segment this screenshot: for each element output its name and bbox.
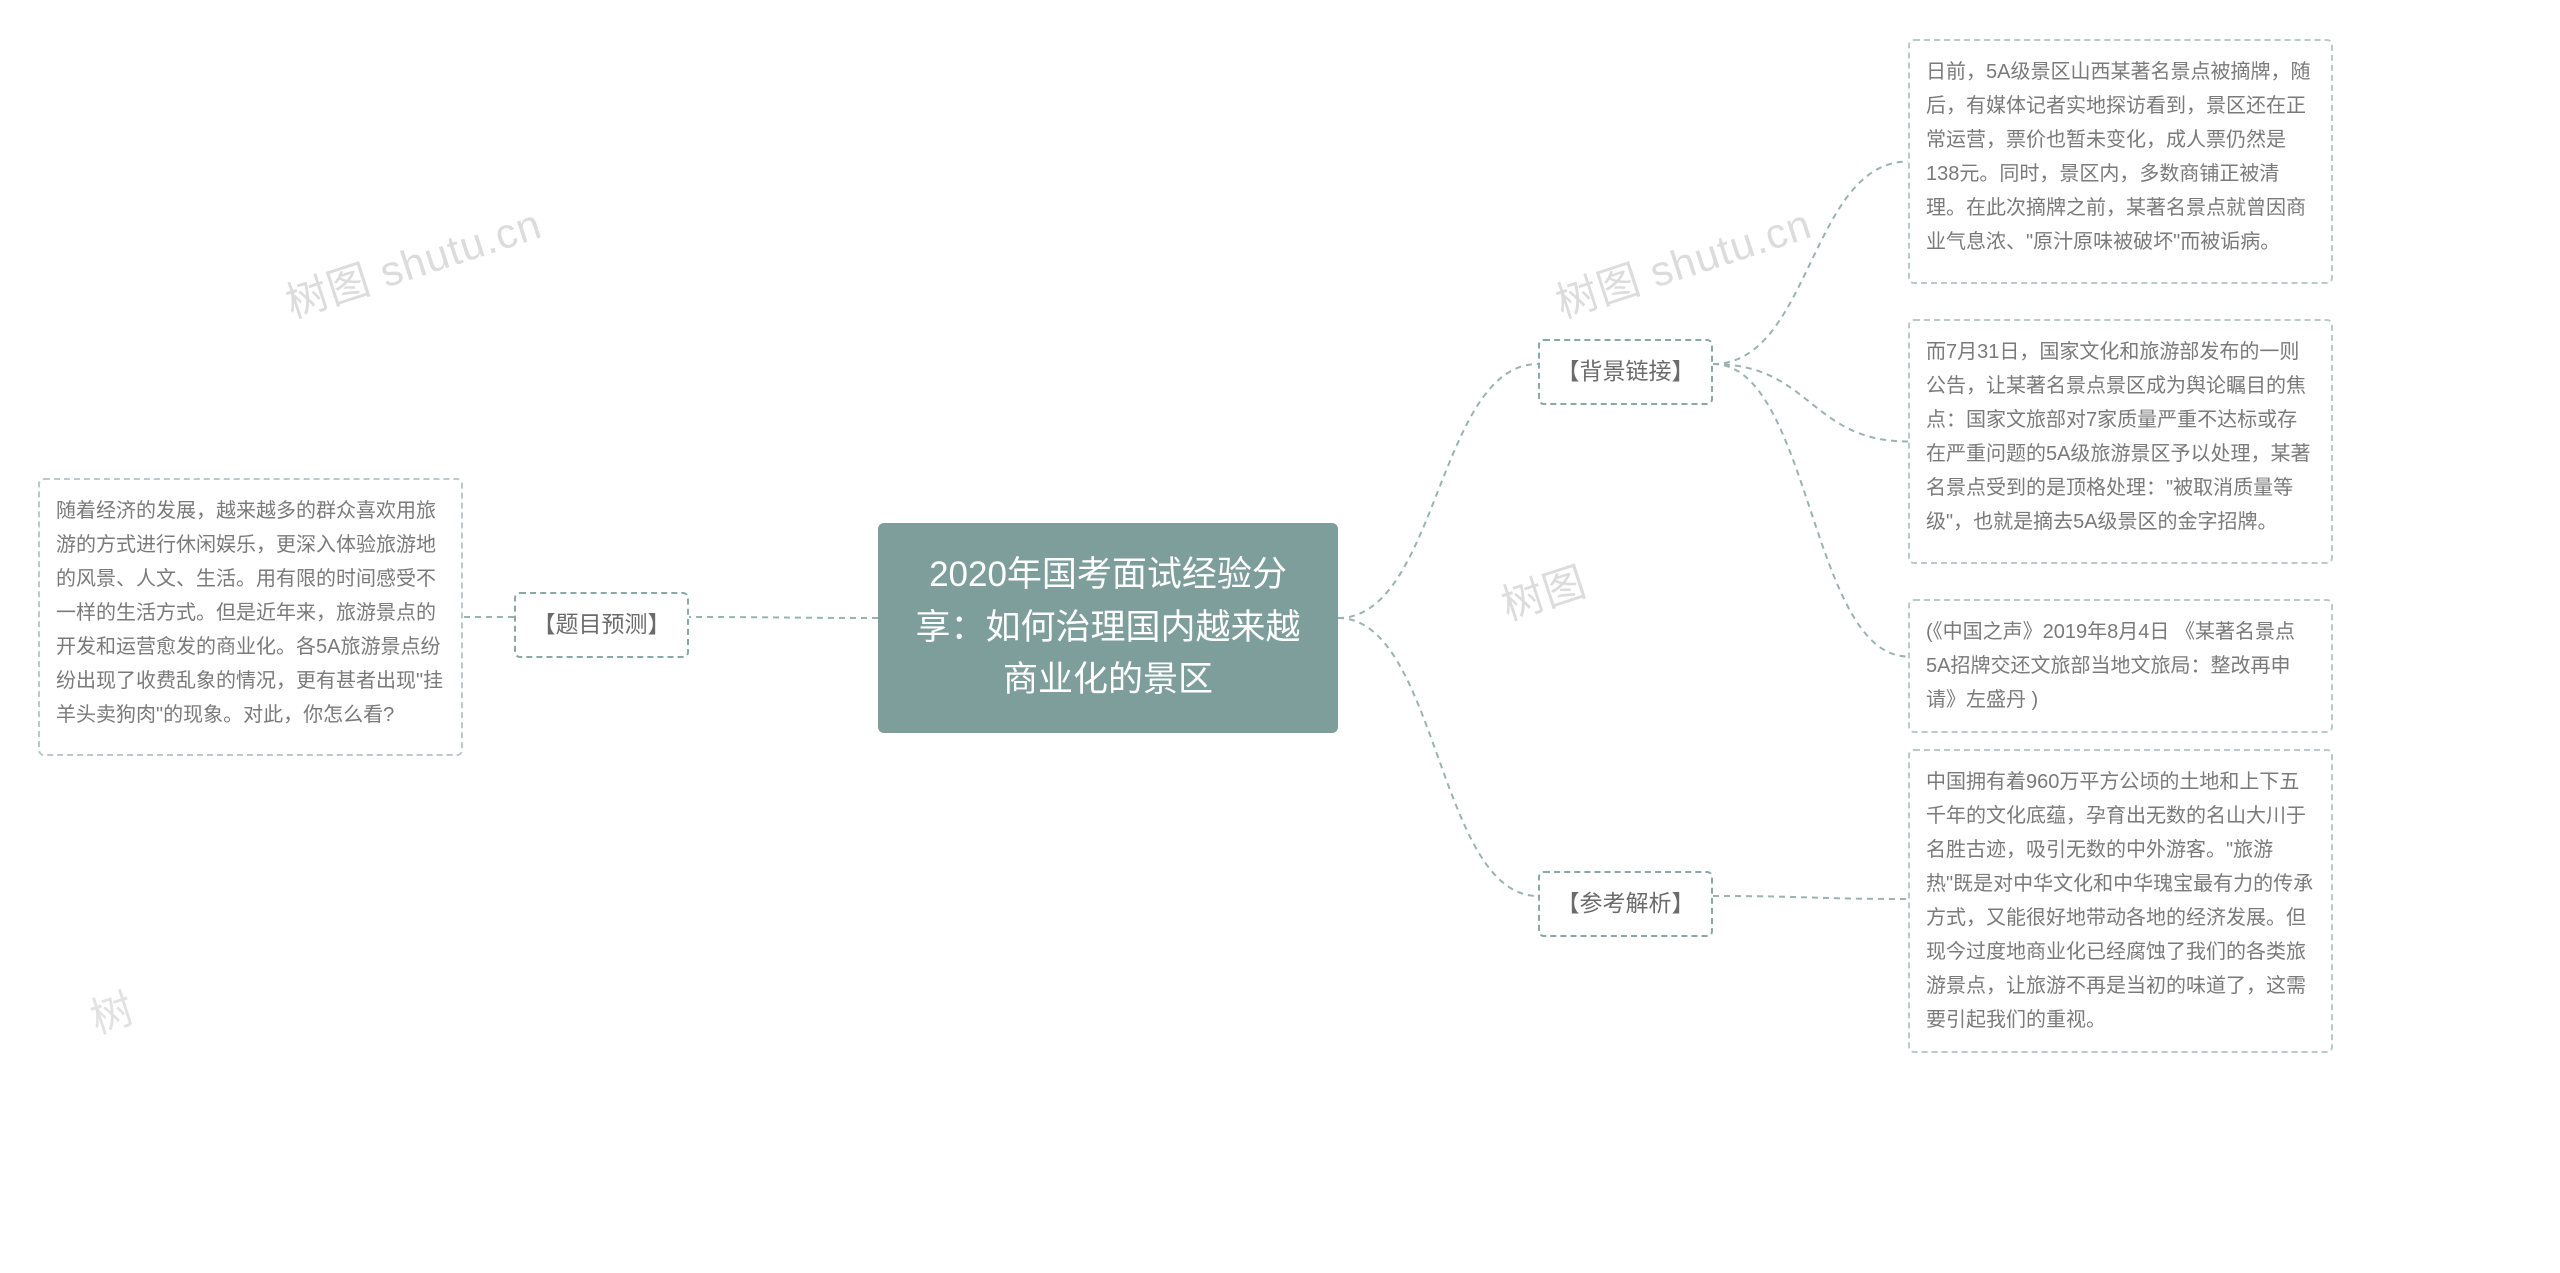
watermark: 树图 shutu.cn (1547, 190, 1818, 330)
branch-reference-analysis: 【参考解析】 (1538, 871, 1713, 937)
center-node: 2020年国考面试经验分享：如何治理国内越来越商业化的景区 (878, 523, 1338, 733)
watermark: 树图 (1493, 548, 1594, 633)
watermark: 树图 shutu.cn (277, 190, 548, 330)
leaf-analysis-0: 中国拥有着960万平方公顷的土地和上下五千年的文化底蕴，孕育出无数的名山大川于名… (1908, 749, 2333, 1053)
leaf-background-2: (《中国之声》2019年8月4日 《某著名景点5A招牌交还文旅部当地文旅局：整改… (1908, 599, 2333, 733)
leaf-question-content: 随着经济的发展，越来越多的群众喜欢用旅游的方式进行休闲娱乐，更深入体验旅游地的风… (38, 478, 463, 756)
branch-background-link: 【背景链接】 (1538, 339, 1713, 405)
leaf-background-0: 日前，5A级景区山西某著名景点被摘牌，随后，有媒体记者实地探访看到，景区还在正常… (1908, 39, 2333, 284)
leaf-background-1: 而7月31日，国家文化和旅游部发布的一则公告，让某著名景点景区成为舆论瞩目的焦点… (1908, 319, 2333, 564)
branch-question-prediction: 【题目预测】 (514, 592, 689, 658)
watermark: 树 (82, 975, 142, 1046)
